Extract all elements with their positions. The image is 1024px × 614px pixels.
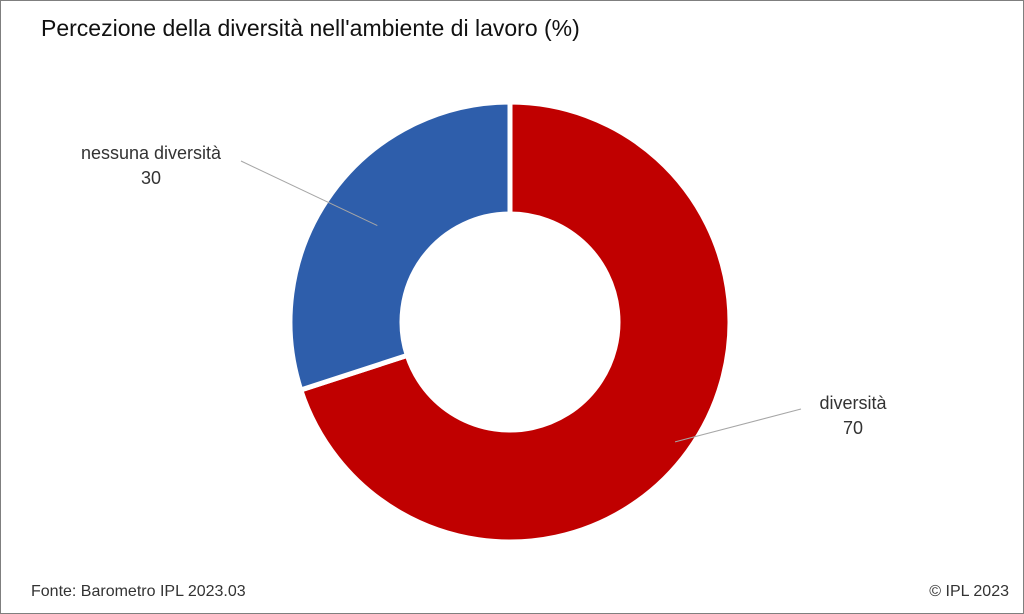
data-label-category-0: diversità [819,393,887,413]
copyright-note: © IPL 2023 [929,583,1009,600]
slice-nessuna-diversita [287,99,513,394]
data-label-value-0: 70 [843,418,863,438]
slice-diversita [297,99,733,545]
data-label-value-1: 30 [141,168,161,188]
chart-title: Percezione della diversità nell'ambiente… [41,15,580,41]
leader-line-0 [674,408,802,443]
leader-line-1 [240,160,378,227]
data-label-category-1: nessuna diversità [81,143,222,163]
source-note: Fonte: Barometro IPL 2023.03 [31,583,246,600]
